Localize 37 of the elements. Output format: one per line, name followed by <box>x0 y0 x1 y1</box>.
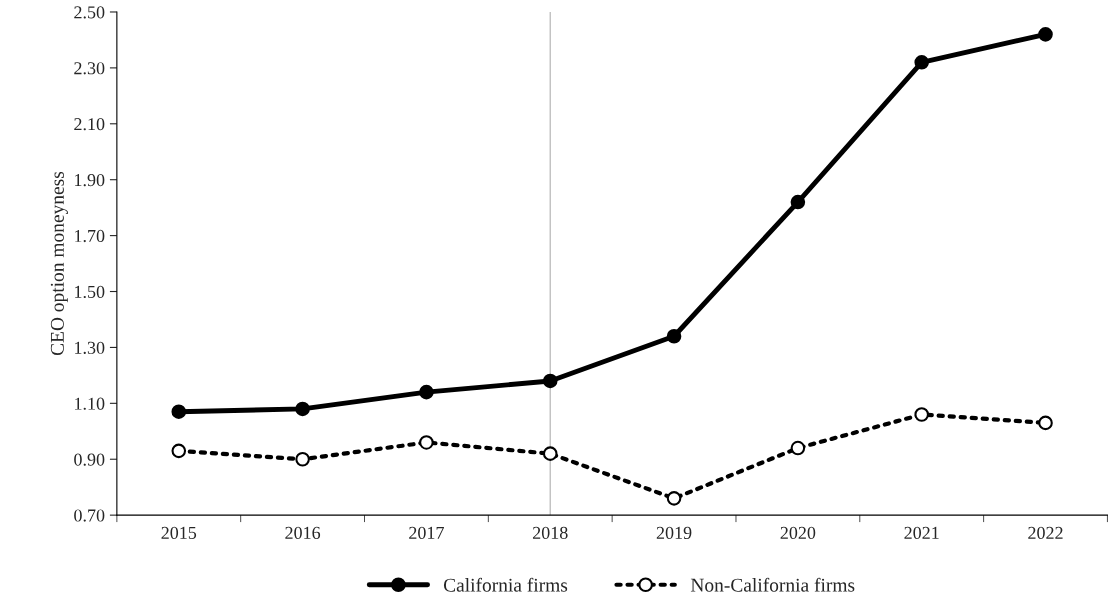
point <box>419 435 434 450</box>
x-tick-label: 2016 <box>285 526 321 539</box>
y-tick-label: 0.70 <box>74 509 105 522</box>
x-tick-label: 2022 <box>1028 526 1063 539</box>
legend-label: California firms <box>443 577 568 592</box>
y-tick-label: 1.70 <box>75 229 105 243</box>
y-tick-label: 1.30 <box>75 341 105 354</box>
y-tick-label: 2.30 <box>74 62 105 75</box>
point <box>666 491 682 506</box>
x-tick-label: 2017 <box>409 526 444 539</box>
point <box>171 443 187 459</box>
point <box>295 451 310 467</box>
point <box>790 440 806 456</box>
point <box>914 407 929 422</box>
point <box>790 194 806 210</box>
point <box>171 404 187 419</box>
point <box>914 55 929 70</box>
point <box>1038 415 1053 431</box>
x-tick-label: 2015 <box>161 526 197 539</box>
x-tick-label: 2018 <box>532 526 568 539</box>
x-tick-label: 2019 <box>656 526 692 539</box>
y-tick-label: 2.10 <box>74 118 105 131</box>
y-tick-label: 2.50 <box>74 6 105 19</box>
y-tick-label: 1.50 <box>75 285 105 299</box>
x-tick-label: 2021 <box>904 526 939 539</box>
y-tick-label: 0.90 <box>74 453 105 466</box>
point <box>542 373 558 389</box>
point <box>295 401 310 417</box>
y-tick-label: 1.10 <box>75 397 105 410</box>
y-axis-title: CEO option moneyness <box>50 171 68 356</box>
point <box>666 328 682 344</box>
point <box>1038 27 1053 42</box>
y-tick-label: 1.90 <box>75 173 105 187</box>
x-tick-label: 2020 <box>780 526 816 539</box>
legend-label: Non-California firms <box>690 577 855 592</box>
point <box>419 384 434 400</box>
point <box>542 446 558 461</box>
